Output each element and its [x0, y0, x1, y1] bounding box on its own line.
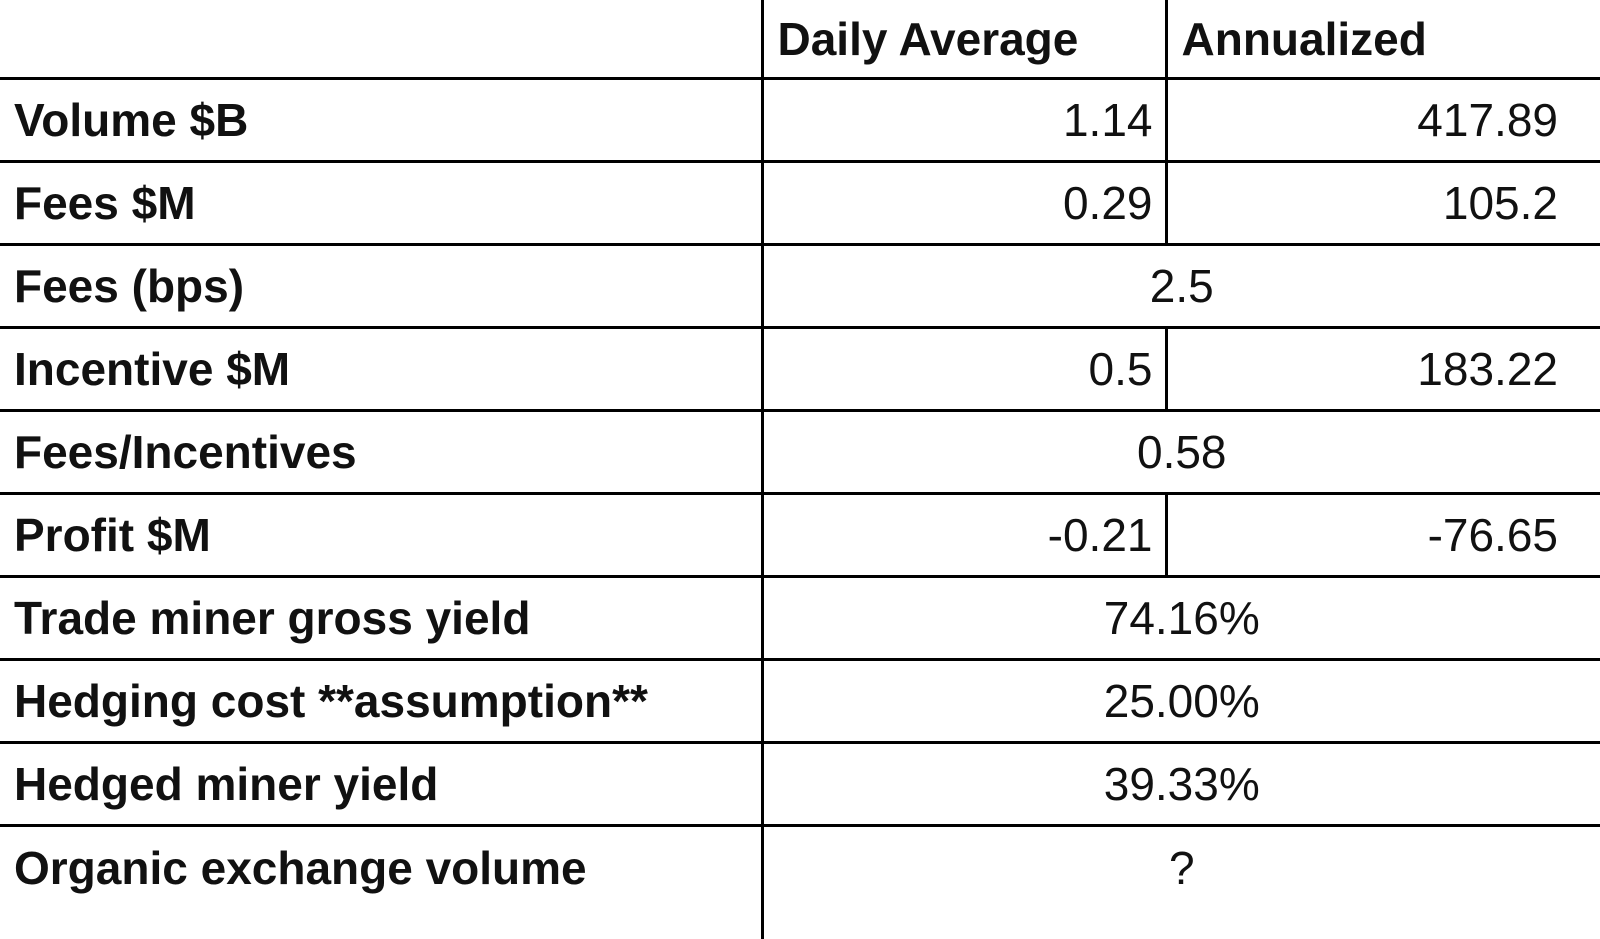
corner-cell	[0, 0, 762, 79]
row-label: Hedged miner yield	[0, 743, 762, 826]
annualized-value: 417.89	[1166, 79, 1600, 162]
row-label: Volume $B	[0, 79, 762, 162]
annualized-value: 183.22	[1166, 328, 1600, 411]
annualized-value: -76.65	[1166, 494, 1600, 577]
merged-value: ?	[762, 826, 1600, 939]
header-row: Daily Average Annualized	[0, 0, 1600, 79]
row-label: Profit $M	[0, 494, 762, 577]
daily-value: 0.5	[762, 328, 1166, 411]
table-row: Organic exchange volume?	[0, 826, 1600, 939]
row-label: Trade miner gross yield	[0, 577, 762, 660]
column-header: Annualized	[1166, 0, 1600, 79]
merged-value: 2.5	[762, 245, 1600, 328]
merged-value: 0.58	[762, 411, 1600, 494]
daily-value: 0.29	[762, 162, 1166, 245]
merged-value: 39.33%	[762, 743, 1600, 826]
table-row: Fees (bps)2.5	[0, 245, 1600, 328]
annualized-value: 105.2	[1166, 162, 1600, 245]
table-row: Hedging cost **assumption**25.00%	[0, 660, 1600, 743]
row-label: Incentive $M	[0, 328, 762, 411]
column-header: Daily Average	[762, 0, 1166, 79]
row-label: Fees/Incentives	[0, 411, 762, 494]
daily-value: 1.14	[762, 79, 1166, 162]
merged-value: 74.16%	[762, 577, 1600, 660]
row-label: Fees (bps)	[0, 245, 762, 328]
daily-value: -0.21	[762, 494, 1166, 577]
merged-value: 25.00%	[762, 660, 1600, 743]
row-label: Fees $M	[0, 162, 762, 245]
table-row: Profit $M-0.21-76.65	[0, 494, 1600, 577]
row-label: Organic exchange volume	[0, 826, 762, 939]
row-label: Hedging cost **assumption**	[0, 660, 762, 743]
